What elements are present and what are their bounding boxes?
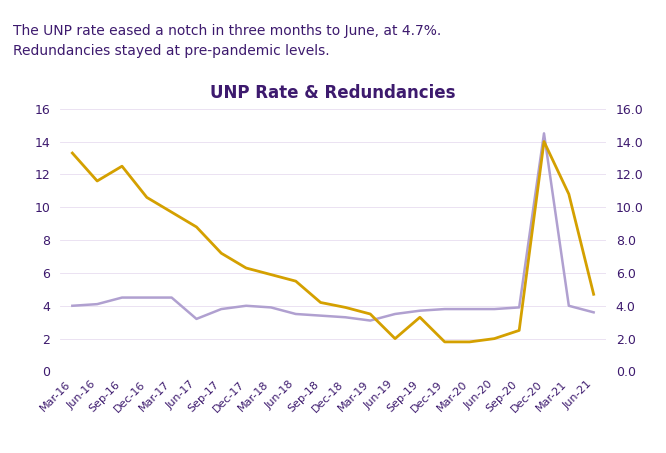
Text: The UNP rate eased a notch in three months to June, at 4.7%.
Redundancies stayed: The UNP rate eased a notch in three mont… [13,24,442,58]
Title: UNP Rate & Redundancies: UNP Rate & Redundancies [210,84,456,101]
